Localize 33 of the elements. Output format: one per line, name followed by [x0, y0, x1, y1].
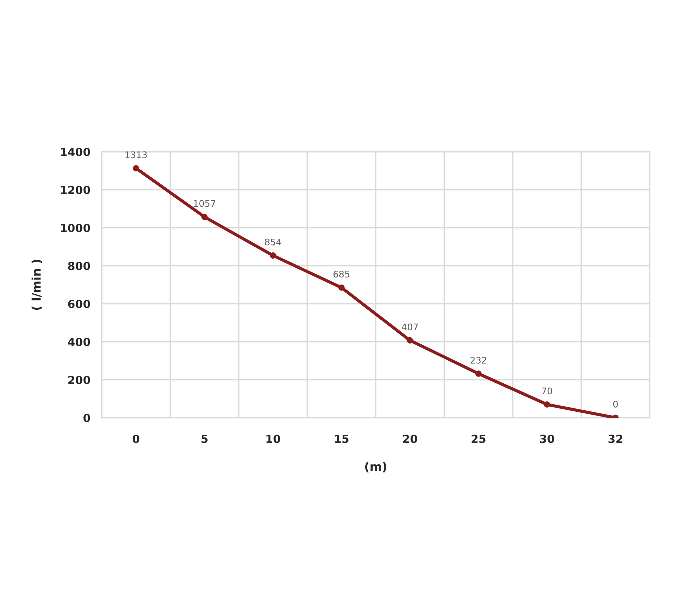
data-label: 232 — [470, 357, 486, 364]
y-tick-label: 1400 — [61, 148, 90, 156]
point — [338, 284, 345, 291]
x-tick-label: 20 — [403, 434, 418, 444]
point — [544, 402, 550, 408]
x-tick-label: 15 — [335, 435, 349, 444]
y-tick-label: 800 — [68, 262, 90, 270]
x-tick-label: 30 — [540, 434, 554, 444]
data-label: 1057 — [194, 200, 216, 208]
y-tick-label: 600 — [68, 300, 90, 308]
y-axis-title: ( l/min ) — [32, 260, 42, 310]
data-label: 407 — [402, 324, 418, 331]
x-axis-title: (m) — [365, 462, 387, 473]
y-tick-label: 200 — [68, 376, 90, 384]
x-tick-label: 25 — [472, 434, 486, 444]
data-label: 854 — [265, 238, 282, 246]
data-label: 685 — [334, 270, 350, 278]
y-tick-label: 400 — [68, 338, 90, 346]
data-label: 1313 — [126, 152, 148, 158]
point — [476, 370, 482, 378]
point — [407, 338, 414, 344]
y-tick-label: 0 — [84, 414, 90, 422]
y-tick-label: 1200 — [61, 186, 90, 194]
x-tick-label: 32 — [608, 434, 623, 444]
x-tick-label: 10 — [266, 434, 280, 444]
x-tick-label: 5 — [202, 435, 208, 444]
point — [133, 165, 140, 172]
point — [202, 214, 208, 220]
point — [270, 252, 276, 259]
y-tick-label: 1000 — [61, 224, 90, 232]
x-tick-label: 0 — [132, 434, 140, 444]
data-label: 0 — [613, 401, 618, 408]
data-label: 70 — [542, 388, 552, 395]
